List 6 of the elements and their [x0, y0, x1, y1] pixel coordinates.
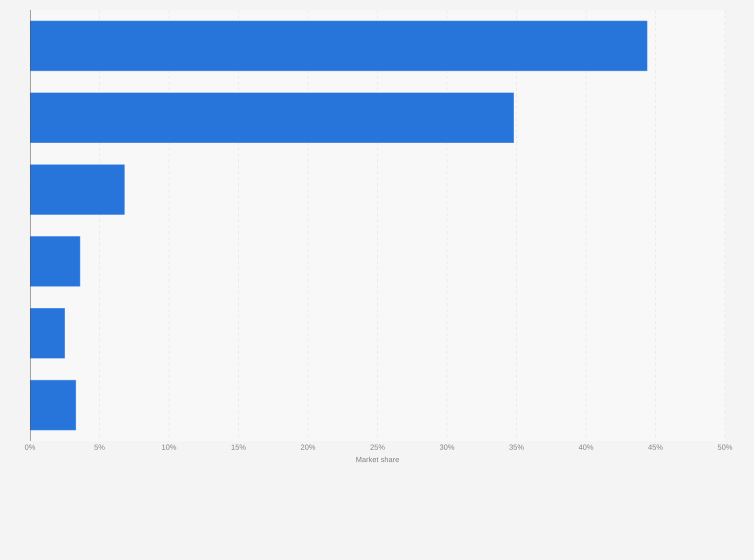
- bar: [30, 380, 76, 430]
- bar: [30, 20, 648, 72]
- bar: [30, 308, 65, 358]
- bar: [30, 164, 125, 215]
- bar: [30, 92, 514, 143]
- bar: [30, 236, 80, 287]
